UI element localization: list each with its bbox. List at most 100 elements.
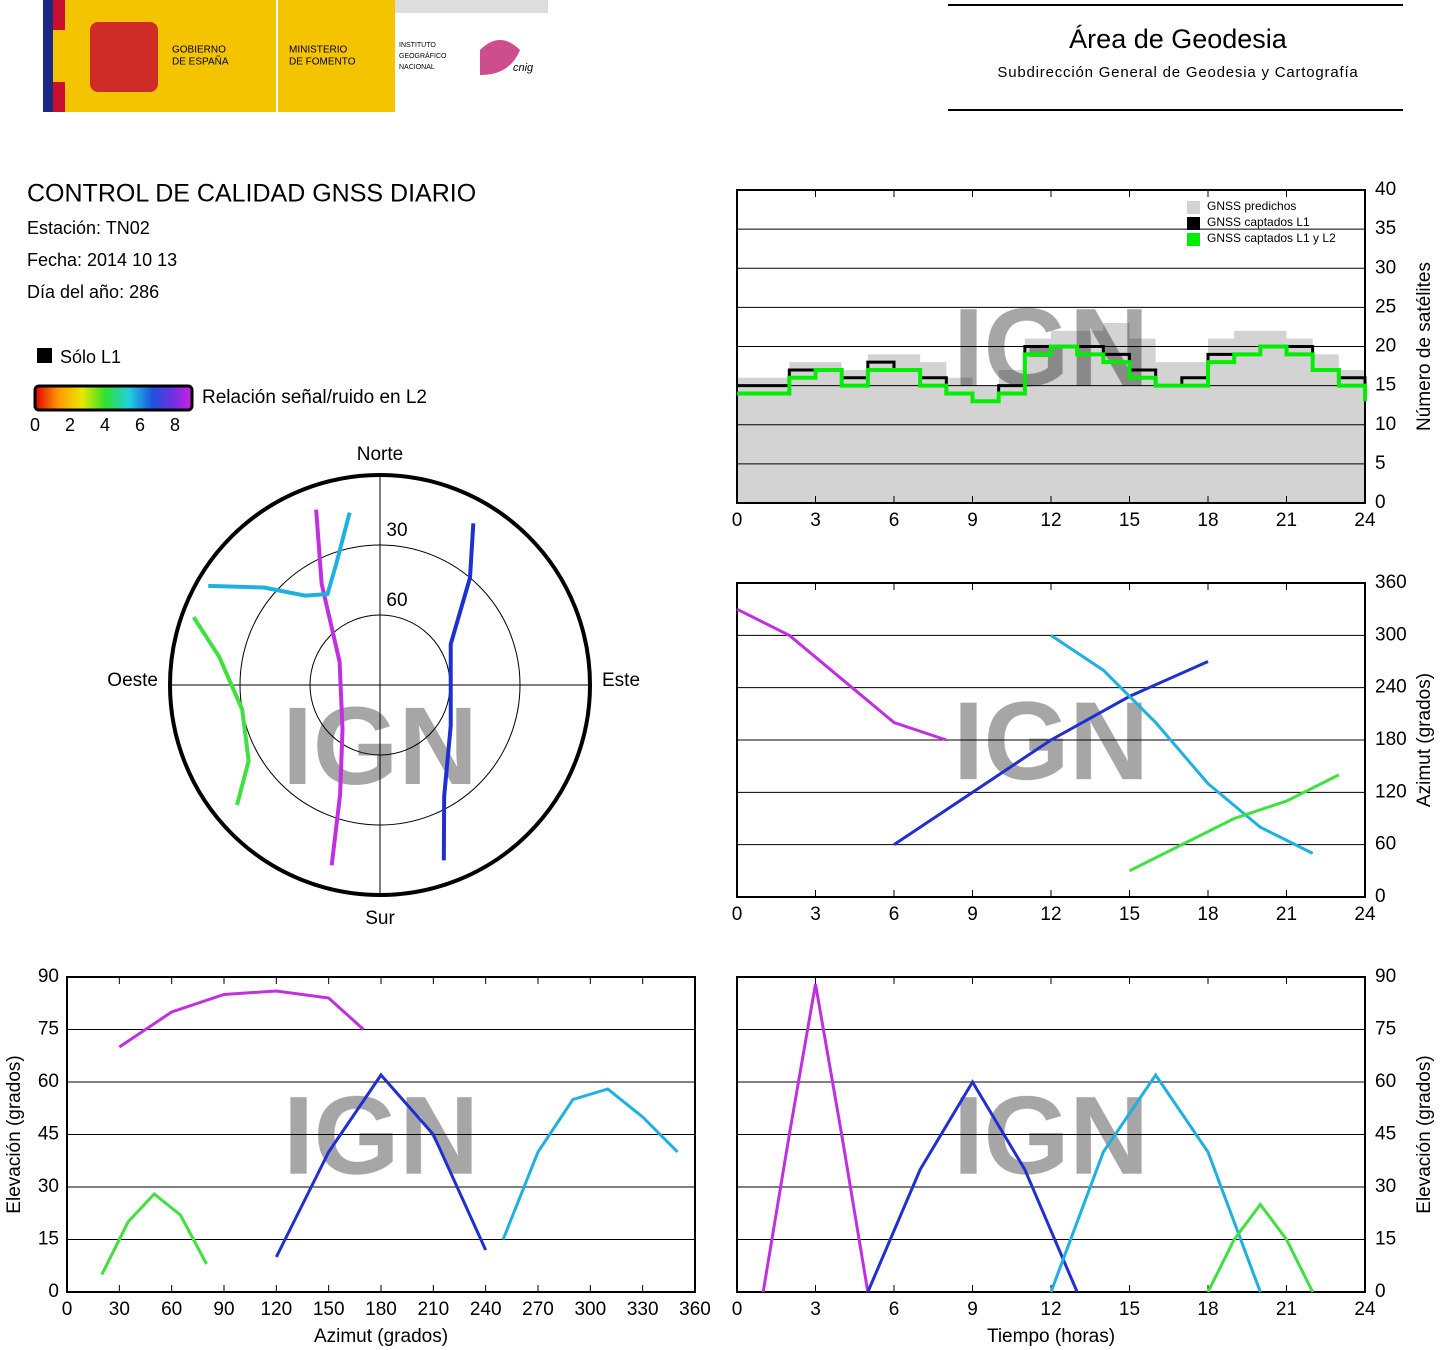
y-tick-label: 120: [1375, 781, 1407, 802]
institute-text: INSTITUTO: [399, 42, 436, 49]
x-tick-label: 210: [417, 1299, 449, 1320]
x-tick-label: 12: [1040, 904, 1061, 925]
track: [1050, 634, 1314, 855]
x-tick-label: 15: [1119, 904, 1140, 925]
track: [274, 1072, 488, 1258]
l1-swatch: [37, 348, 52, 363]
y-axis-label: Azimut (grados): [1414, 673, 1435, 807]
x-tick-label: 9: [967, 1299, 978, 1320]
track: [893, 660, 1209, 846]
x-tick-label: 150: [313, 1299, 345, 1320]
sky-track: [191, 616, 251, 806]
x-tick-label: 3: [810, 1299, 821, 1320]
y-tick-label: 30: [38, 1176, 59, 1197]
sky-track: [208, 512, 352, 598]
ministry-text: DE FOMENTO: [289, 57, 356, 68]
l1-label: Sólo L1: [60, 347, 121, 367]
x-tick-label: 240: [470, 1299, 502, 1320]
x-tick-label: 3: [810, 510, 821, 531]
ring-label: 30: [386, 520, 407, 541]
y-tick-label: 75: [38, 1019, 59, 1040]
direction-label: Este: [602, 670, 640, 691]
x-tick-label: 330: [627, 1299, 659, 1320]
y-tick-label: 60: [1375, 1071, 1396, 1092]
x-tick-label: 6: [889, 904, 900, 925]
area-title: Área de Geodesia: [1069, 24, 1288, 54]
colorbar-label: Relación señal/ruido en L2: [202, 387, 427, 408]
front-layer: 0 2 4 6 80 3 6 9 12 15 18 21 240510152025303540Númer…: [4, 179, 1435, 1347]
legend-swatch: [1187, 233, 1200, 246]
header-logo: [43, 0, 548, 112]
track: [118, 989, 365, 1049]
x-tick-label: 90: [213, 1299, 234, 1320]
y-tick-label: 0: [1375, 1281, 1386, 1302]
colorbar-tick-label: 6: [135, 415, 145, 435]
y-tick-label: 30: [1375, 1176, 1396, 1197]
y-tick-label: 45: [38, 1124, 59, 1145]
y-tick-label: 10: [1375, 414, 1396, 435]
y-tick-label: 360: [1375, 572, 1407, 593]
track: [1206, 1201, 1315, 1293]
area-subtitle: Subdirección General de Geodesia y Carto…: [997, 64, 1358, 81]
x-tick-label: 0: [62, 1299, 73, 1320]
ministry-text: MINISTERIO: [289, 45, 348, 56]
plot-frame: [736, 582, 1366, 898]
x-tick-label: 15: [1119, 510, 1140, 531]
y-tick-label: 0: [48, 1281, 59, 1302]
x-tick-label: 0: [732, 510, 743, 531]
y-axis-label: Elevación (grados): [4, 1055, 25, 1213]
y-tick-label: 15: [38, 1229, 59, 1250]
x-tick-label: 9: [967, 510, 978, 531]
gov-text: GOBIERNO: [172, 45, 226, 56]
institute-text: GEOGRÁFICO: [399, 51, 447, 60]
count-line: [737, 344, 1367, 404]
x-tick-label: 120: [260, 1299, 292, 1320]
y-tick-label: 90: [38, 966, 59, 987]
colorbar-tick-label: 2: [65, 415, 75, 435]
legend-swatch: [1187, 201, 1200, 214]
report-date: Fecha: 2014 10 13: [27, 250, 177, 270]
colorbar-tick-label: 4: [100, 415, 110, 435]
y-tick-label: 35: [1375, 218, 1396, 239]
y-tick-label: 15: [1375, 375, 1396, 396]
x-tick-label: 60: [161, 1299, 182, 1320]
x-tick-label: 6: [889, 1299, 900, 1320]
legend-label: GNSS captados L1 y L2: [1207, 231, 1336, 245]
y-tick-label: 40: [1375, 179, 1396, 200]
y-tick-label: 300: [1375, 624, 1407, 645]
y-tick-label: 180: [1375, 729, 1407, 750]
y-tick-label: 240: [1375, 677, 1407, 698]
x-axis-label: Azimut (grados): [314, 1326, 448, 1347]
watermark: IGN: [283, 1075, 479, 1198]
direction-label: Oeste: [107, 670, 158, 691]
report-title: CONTROL DE CALIDAD GNSS DIARIO: [27, 180, 476, 208]
x-tick-label: 270: [522, 1299, 554, 1320]
x-tick-label: 9: [967, 904, 978, 925]
track: [501, 1087, 679, 1241]
colorbar-tick-label: 8: [170, 415, 180, 435]
direction-label: Sur: [365, 908, 395, 929]
y-tick-label: 5: [1375, 453, 1386, 474]
y-tick-label: 25: [1375, 296, 1396, 317]
x-tick-label: 300: [574, 1299, 606, 1320]
x-tick-label: 24: [1354, 510, 1376, 531]
x-tick-label: 21: [1276, 1299, 1297, 1320]
plot-frame: [736, 189, 1366, 504]
x-tick-label: 0: [732, 1299, 743, 1320]
x-tick-label: 30: [109, 1299, 130, 1320]
y-tick-label: 75: [1375, 1019, 1396, 1040]
x-tick-label: 18: [1197, 1299, 1218, 1320]
track: [866, 1079, 1079, 1293]
x-tick-label: 6: [889, 510, 900, 531]
y-axis-label: Número de satélites: [1414, 262, 1435, 431]
track: [761, 983, 870, 1293]
y-tick-label: 30: [1375, 257, 1396, 278]
direction-label: Norte: [357, 444, 403, 465]
cnig-text: cnig: [513, 62, 534, 74]
institute-text: NACIONAL: [399, 64, 435, 71]
gov-text: DE ESPAÑA: [172, 55, 229, 68]
x-tick-label: 0: [732, 904, 743, 925]
y-tick-label: 0: [1375, 886, 1386, 907]
track: [1128, 773, 1340, 873]
